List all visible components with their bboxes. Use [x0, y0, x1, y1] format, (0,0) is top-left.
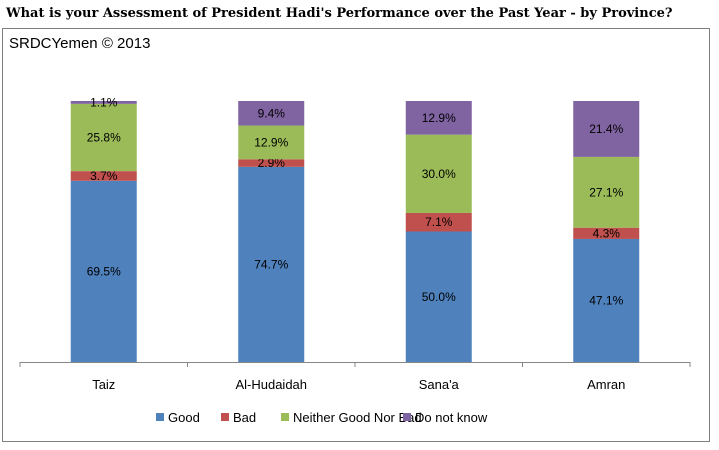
bar-segment-good-amran: [573, 238, 640, 362]
data-label: 7.1%: [425, 215, 453, 229]
bar-segment-neither-good-nor-bad-sana-a: [405, 134, 472, 213]
data-label: 27.1%: [589, 185, 623, 199]
bar-segment-good-al-hudaidah: [238, 166, 305, 362]
bar-segment-good-taiz: [70, 180, 137, 362]
bar-segment-bad-al-hudaidah: [238, 159, 305, 167]
bar-segment-do-not-know-amran: [573, 101, 640, 157]
bar-segment-neither-good-nor-bad-amran: [573, 156, 640, 228]
data-label: 1.1%: [90, 95, 118, 109]
legend-swatch: [403, 413, 411, 421]
bar-segment-good-sana-a: [405, 231, 472, 362]
data-label: 12.9%: [422, 111, 456, 125]
data-label: 21.4%: [589, 122, 623, 136]
bar-segment-do-not-know-al-hudaidah: [238, 101, 305, 126]
bar-segment-neither-good-nor-bad-al-hudaidah: [238, 125, 305, 160]
bar-segment-do-not-know-sana-a: [405, 101, 472, 135]
legend-swatch: [221, 413, 229, 421]
data-label: 3.7%: [90, 169, 118, 183]
bar-segment-bad-taiz: [70, 171, 137, 181]
bar-segment-bad-sana-a: [405, 212, 472, 232]
legend-swatch: [156, 413, 164, 421]
x-tick-label: Al-Hudaidah: [235, 377, 307, 392]
data-label: 9.4%: [258, 106, 286, 120]
data-label: 4.3%: [593, 226, 621, 240]
x-tick-label: Sana'a: [419, 377, 460, 392]
legend-label: Do not know: [415, 410, 488, 425]
legend-label: Good: [168, 410, 200, 425]
bar-segment-do-not-know-taiz: [70, 101, 137, 104]
data-label: 12.9%: [254, 135, 288, 149]
source-label: SRDCYemen © 2013: [9, 35, 151, 52]
x-tick-label: Amran: [587, 377, 625, 392]
data-label: 25.8%: [87, 131, 121, 145]
data-label: 69.5%: [87, 264, 121, 278]
data-label: 74.7%: [254, 257, 288, 271]
legend-label: Bad: [233, 410, 256, 425]
legend-swatch: [281, 413, 289, 421]
chart-title: What is your Assessment of President Had…: [6, 6, 673, 21]
data-label: 47.1%: [589, 293, 623, 307]
bar-segment-bad-amran: [573, 227, 640, 239]
data-label: 2.9%: [258, 156, 286, 170]
data-label: 30.0%: [422, 167, 456, 181]
bars-layer: 69.5% 3.7% 25.8% 1.1% 74.7% 2.9% 12.9% 9.4% 50.0…: [70, 95, 640, 362]
data-label: 50.0%: [422, 290, 456, 304]
x-axis: Taiz Al-Hudaidah Sana'a Amran: [19, 362, 691, 392]
bar-segment-neither-good-nor-bad-taiz: [70, 103, 137, 172]
legend-label: Neither Good Nor Bad: [293, 410, 422, 425]
x-tick-label: Taiz: [92, 377, 115, 392]
